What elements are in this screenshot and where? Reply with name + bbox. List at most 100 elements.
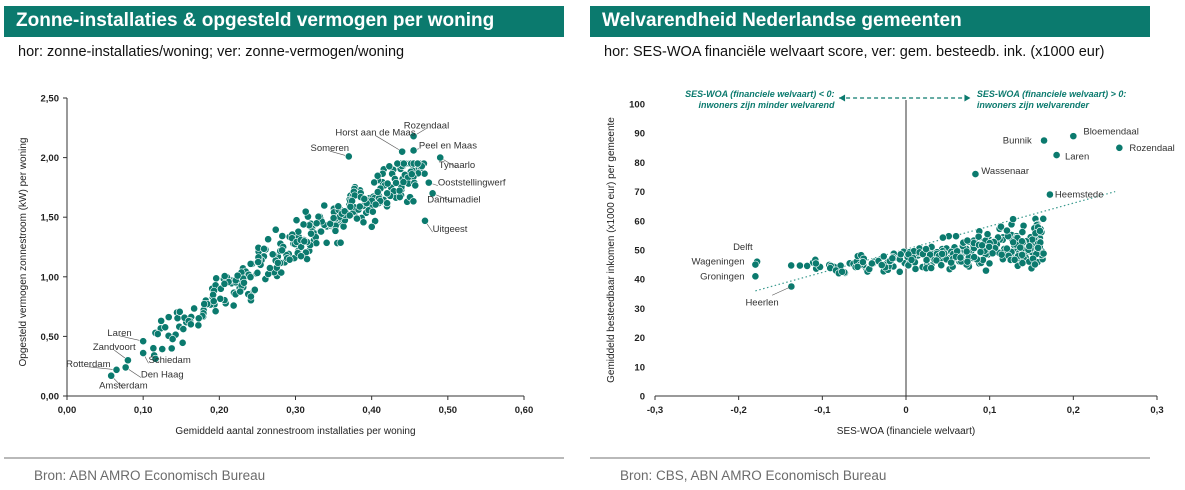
- point-label: Rotterdam: [66, 359, 110, 370]
- data-point: [385, 162, 394, 171]
- data-point: [167, 344, 176, 353]
- labeled-data-point: [1052, 151, 1061, 159]
- data-point: [937, 261, 946, 270]
- labeled-data-point: [436, 153, 445, 162]
- data-point: [938, 249, 947, 258]
- y-tick-label: 20: [634, 333, 645, 344]
- data-point: [285, 255, 294, 264]
- data-point: [1003, 226, 1011, 235]
- data-point: [158, 345, 167, 353]
- data-point: [334, 202, 343, 211]
- data-point: [963, 257, 972, 266]
- data-point: [895, 267, 904, 276]
- point-label: Schiedam: [148, 355, 190, 366]
- point-label: Heemstede: [1055, 190, 1104, 201]
- data-point: [383, 199, 392, 208]
- data-point: [1009, 215, 1017, 224]
- labeled-data-point: [139, 337, 148, 346]
- data-point: [411, 181, 420, 190]
- x-tick-label: 0,50: [439, 405, 458, 416]
- x-tick-label: 0,00: [58, 405, 77, 416]
- data-point: [373, 171, 382, 180]
- labeled-data-point: [424, 178, 433, 187]
- data-point: [1035, 227, 1044, 235]
- data-point: [1018, 250, 1027, 259]
- labeled-data-point: [409, 132, 418, 141]
- data-point: [211, 307, 220, 316]
- data-point: [409, 197, 418, 206]
- y-axis-label: Gemiddeld besteedbaar inkomen (x1000 eur…: [606, 117, 617, 383]
- x-tick-label: 0,30: [286, 405, 305, 416]
- point-label: Groningen: [700, 271, 744, 282]
- point-label: Laren: [1065, 152, 1089, 163]
- annotation-left-line1: SES-WOA (financiele welvaart) < 0:: [685, 89, 834, 99]
- labeled-data-point: [1040, 136, 1048, 145]
- data-point: [395, 193, 404, 201]
- annotation-right-line1: SES-WOA (financiele welvaart) > 0:: [977, 89, 1126, 99]
- data-point: [157, 316, 166, 325]
- arrow-right-head: [964, 94, 971, 102]
- x-tick-label: 0,2: [1067, 405, 1080, 416]
- y-tick-label: 1,00: [41, 272, 60, 283]
- data-point: [853, 262, 862, 271]
- data-point: [307, 229, 315, 238]
- data-point: [268, 250, 277, 259]
- data-point: [976, 248, 985, 256]
- data-point: [371, 200, 380, 209]
- data-point: [236, 287, 245, 296]
- data-point: [1016, 243, 1025, 252]
- data-point: [278, 246, 286, 255]
- x-tick-label: 0: [903, 405, 908, 416]
- data-point: [175, 307, 184, 316]
- plot-area: -0,3 -0,2 -0,1 0 0,1 0,2 0,3 0 10 20 30 40 50 60 70 80 9…: [606, 89, 1175, 437]
- point-label: Ooststellingwerf: [438, 178, 506, 189]
- data-point: [1009, 238, 1018, 247]
- solar-panel: Zonne-installaties & opgesteld vermogen …: [4, 0, 564, 490]
- data-point: [264, 235, 273, 244]
- y-tick-label: 2,00: [41, 153, 60, 164]
- data-point: [353, 214, 361, 223]
- data-point: [190, 304, 199, 313]
- chart-title: Welvarendheid Nederlandse gemeenten: [602, 10, 962, 31]
- data-point: [1018, 259, 1027, 267]
- point-label: Laren: [107, 328, 131, 339]
- data-point: [194, 314, 203, 323]
- point-label: Delft: [733, 242, 753, 253]
- data-point: [314, 212, 323, 221]
- point-label: Heerlen: [745, 298, 778, 309]
- data-point: [962, 247, 971, 256]
- labeled-data-point: [107, 371, 116, 380]
- data-point: [367, 222, 376, 231]
- y-tick-label: 0: [640, 392, 645, 403]
- data-point: [997, 250, 1006, 259]
- labeled-data-point: [112, 365, 121, 374]
- data-point: [322, 238, 331, 247]
- data-point: [209, 290, 217, 299]
- y-tick-label: 80: [634, 158, 645, 169]
- data-point: [168, 335, 177, 343]
- point-label: Uitgeest: [433, 224, 468, 235]
- data-point: [149, 344, 158, 353]
- point-label: Horst aan de Maas: [335, 128, 416, 139]
- data-point: [179, 325, 188, 333]
- label-leader-line: [375, 135, 403, 152]
- labeled-data-point: [139, 349, 148, 357]
- data-point: [787, 261, 796, 270]
- y-tick-label: 100: [629, 100, 645, 111]
- point-label: Dantumadiel: [427, 194, 480, 205]
- data-point: [796, 261, 804, 270]
- data-point: [1010, 255, 1019, 264]
- labeled-data-point: [971, 170, 980, 178]
- data-point: [879, 252, 888, 261]
- y-tick-label: 0,50: [41, 332, 60, 343]
- point-label: Someren: [310, 143, 349, 154]
- data-point: [952, 232, 960, 241]
- data-point: [164, 313, 173, 322]
- data-point: [368, 207, 377, 216]
- point-label: Bunnik: [1003, 136, 1032, 147]
- data-point: [956, 253, 965, 262]
- divider: [590, 457, 1150, 459]
- data-point: [320, 201, 329, 210]
- chart-title-banner: Welvarendheid Nederlandse gemeenten: [590, 6, 1150, 37]
- data-point: [340, 207, 349, 216]
